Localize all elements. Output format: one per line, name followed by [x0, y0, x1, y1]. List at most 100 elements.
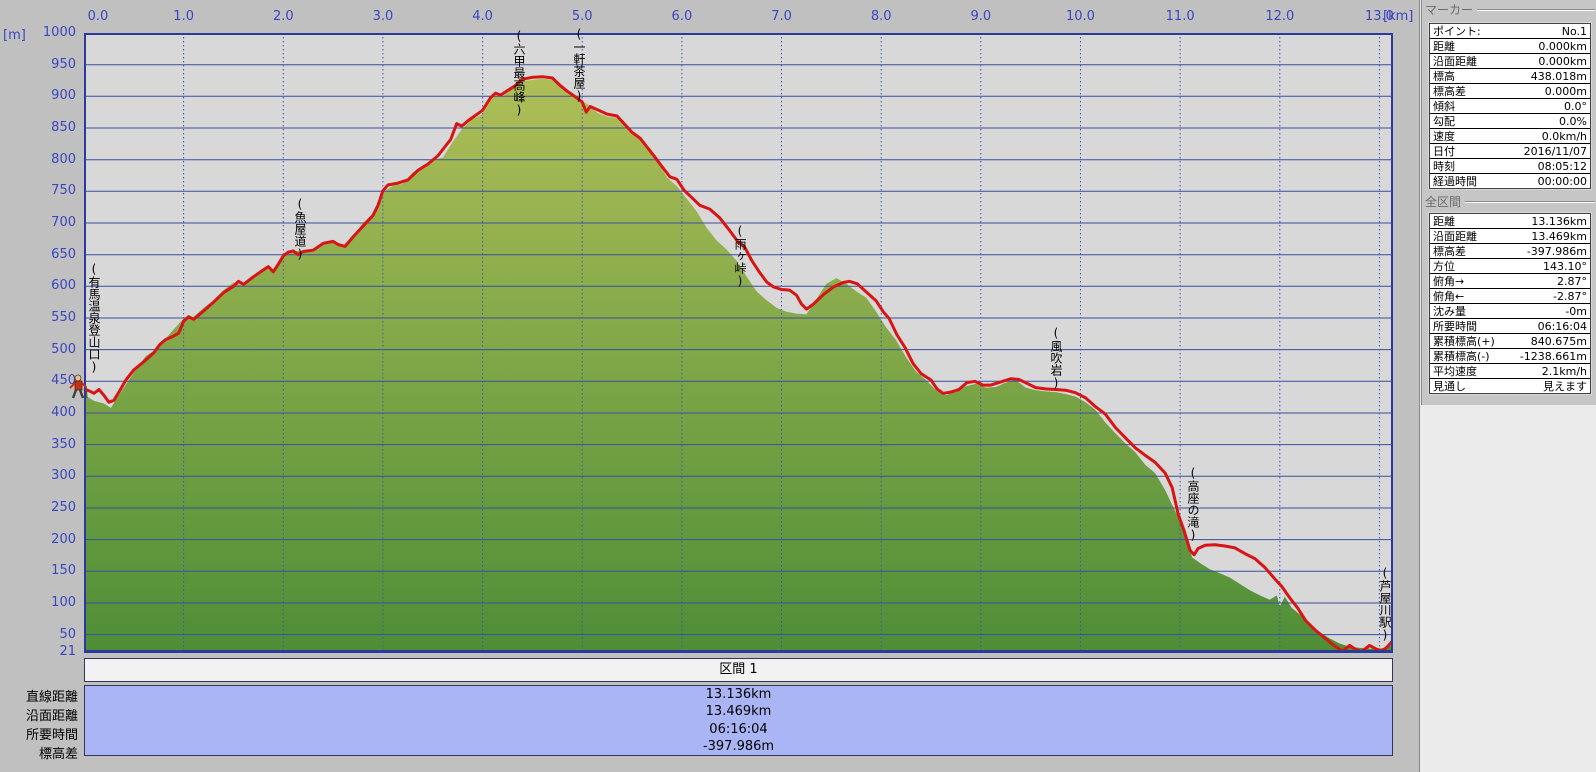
row-label: 傾斜 — [1433, 100, 1455, 113]
row-value: 438.018m — [1530, 69, 1587, 83]
info-side-panel: マーカー ポイント: No.1 距離 0.000km 沿面距離 0.000km 標高 438.… — [1421, 0, 1596, 772]
row-value: 2.1km/h — [1541, 364, 1587, 378]
row-value: 2016/11/07 — [1523, 144, 1587, 158]
row-value: 13.469km — [1531, 229, 1587, 243]
row-value: -397.986m — [1526, 244, 1587, 258]
row-label: 標高差 — [1433, 245, 1466, 258]
y-tick-label: 150 — [51, 563, 76, 579]
row-label: 俯角→ — [1433, 275, 1465, 288]
y-tick-label: 500 — [51, 341, 76, 357]
x-tick-label: 9.0 — [970, 9, 992, 24]
row-label: 距離 — [1433, 215, 1455, 228]
terrain-area — [84, 78, 1393, 653]
row-value: 143.10° — [1543, 259, 1587, 273]
table-row: 勾配 0.0% — [1430, 114, 1590, 129]
marker-group-rule — [1477, 8, 1595, 11]
x-tick-label: 13.0 — [1364, 9, 1394, 24]
table-row: 沈み量 -0m — [1430, 304, 1590, 319]
section-row-value: 06:16:04 — [709, 721, 768, 737]
marker-group-header: マーカー — [1425, 1, 1595, 18]
row-value: -2.87° — [1553, 289, 1587, 303]
table-row: 方位 143.10° — [1430, 259, 1590, 274]
x-tick-label: 6.0 — [671, 9, 693, 24]
row-label: 標高差 — [1433, 85, 1466, 98]
x-tick-label: 5.0 — [571, 9, 593, 24]
table-row: 見通し 見えます — [1430, 379, 1590, 393]
y-tick-label: 950 — [51, 56, 76, 72]
row-label: ポイント: — [1433, 25, 1481, 38]
table-row: 沿面距離 13.469km — [1430, 229, 1590, 244]
y-tick-label: 700 — [51, 214, 76, 230]
x-tick-label: 7.0 — [771, 9, 792, 24]
y-tick-label: 350 — [51, 436, 76, 452]
row-value: 840.675m — [1530, 334, 1587, 348]
row-label: 標高 — [1433, 70, 1455, 83]
y-tick-label: 600 — [51, 278, 76, 294]
elevation-chart-svg[interactable] — [84, 33, 1393, 653]
table-row: 時刻 08:05:12 — [1430, 159, 1590, 174]
row-value: 0.000m — [1544, 84, 1587, 98]
row-value: 見えます — [1543, 380, 1587, 393]
y-tick-label: 200 — [51, 531, 76, 547]
waypoint-label: (高座の滝) — [1186, 466, 1200, 542]
y-tick-label: 450 — [51, 373, 76, 389]
y-tick-label: 250 — [51, 499, 76, 515]
table-row: 標高 438.018m — [1430, 69, 1590, 84]
total-group-header: 全区間 — [1425, 193, 1595, 210]
section-values-panel: 13.136km 13.469km 06:16:04 -397.986m — [84, 685, 1393, 756]
section-title: 区間 1 — [719, 662, 758, 677]
row-value: 0.000km — [1538, 54, 1587, 68]
x-tick-label: 8.0 — [870, 9, 892, 24]
section-row-label: 直線距離 — [25, 690, 78, 705]
table-row: 傾斜 0.0° — [1430, 99, 1590, 114]
panel-divider — [1419, 0, 1421, 772]
total-group-title: 全区間 — [1425, 195, 1462, 209]
row-label: 見通し — [1433, 380, 1466, 393]
table-row: 俯角← -2.87° — [1430, 289, 1590, 304]
row-value: 08:05:12 — [1537, 159, 1587, 173]
y-tick-label: 100 — [51, 594, 76, 610]
row-label: 時刻 — [1433, 160, 1455, 173]
total-info-table: 距離 13.136km 沿面距離 13.469km 標高差 -397.986m 方位 143.… — [1428, 212, 1592, 395]
row-value: 0.0° — [1564, 99, 1587, 113]
section-row-label: 沿面距離 — [25, 709, 78, 724]
elevation-plot[interactable] — [84, 33, 1393, 653]
total-group-rule — [1465, 200, 1595, 203]
x-axis-unit-label: [km] — [1383, 9, 1414, 24]
info-side-panel-top: マーカー ポイント: No.1 距離 0.000km 沿面距離 0.000km 標高 438.… — [1421, 0, 1596, 405]
row-label: 沿面距離 — [1433, 55, 1477, 68]
x-tick-label: 2.0 — [272, 9, 294, 24]
row-value: 0.000km — [1538, 39, 1587, 53]
section-row-label: 標高差 — [38, 747, 78, 762]
y-tick-label: 650 — [51, 246, 76, 262]
x-tick-label: 4.0 — [472, 9, 493, 24]
table-row: 累積標高(-) -1238.661m — [1430, 349, 1590, 364]
y-tick-label: 1000 — [42, 25, 76, 40]
gps-track-line — [84, 75, 1393, 653]
waypoint-label: (有馬温泉登山口) — [87, 262, 101, 374]
marker-group-title: マーカー — [1425, 3, 1474, 17]
marker-info-table: ポイント: No.1 距離 0.000km 沿面距離 0.000km 標高 438.018m 標… — [1428, 22, 1592, 190]
row-label: 累積標高(-) — [1433, 350, 1490, 363]
x-tick-label: 12.0 — [1265, 9, 1295, 24]
row-label: 経過時間 — [1433, 175, 1477, 188]
y-tick-label: 300 — [51, 468, 76, 484]
table-row: 距離 0.000km — [1430, 39, 1590, 54]
y-tick-label: 900 — [51, 88, 76, 104]
table-row: 速度 0.0km/h — [1430, 129, 1590, 144]
section-header-bar: 区間 1 — [84, 658, 1393, 682]
row-value: 0.0% — [1559, 114, 1587, 128]
waypoint-label: (雨ヶ峠) — [733, 224, 747, 288]
table-row: ポイント: No.1 — [1430, 24, 1590, 39]
waypoint-label: (六甲最高峰) — [512, 29, 526, 117]
table-row: 所要時間 06:16:04 — [1430, 319, 1590, 334]
table-row: 標高差 -397.986m — [1430, 244, 1590, 259]
row-label: 方位 — [1433, 260, 1455, 273]
section-row-label: 所要時間 — [25, 728, 78, 743]
section-row-value: 13.469km — [705, 704, 772, 720]
row-value: 0.0km/h — [1541, 129, 1587, 143]
table-row: 俯角→ 2.87° — [1430, 274, 1590, 289]
y-axis-unit-label: [m] — [3, 28, 26, 43]
y-tick-label: 850 — [51, 119, 76, 135]
